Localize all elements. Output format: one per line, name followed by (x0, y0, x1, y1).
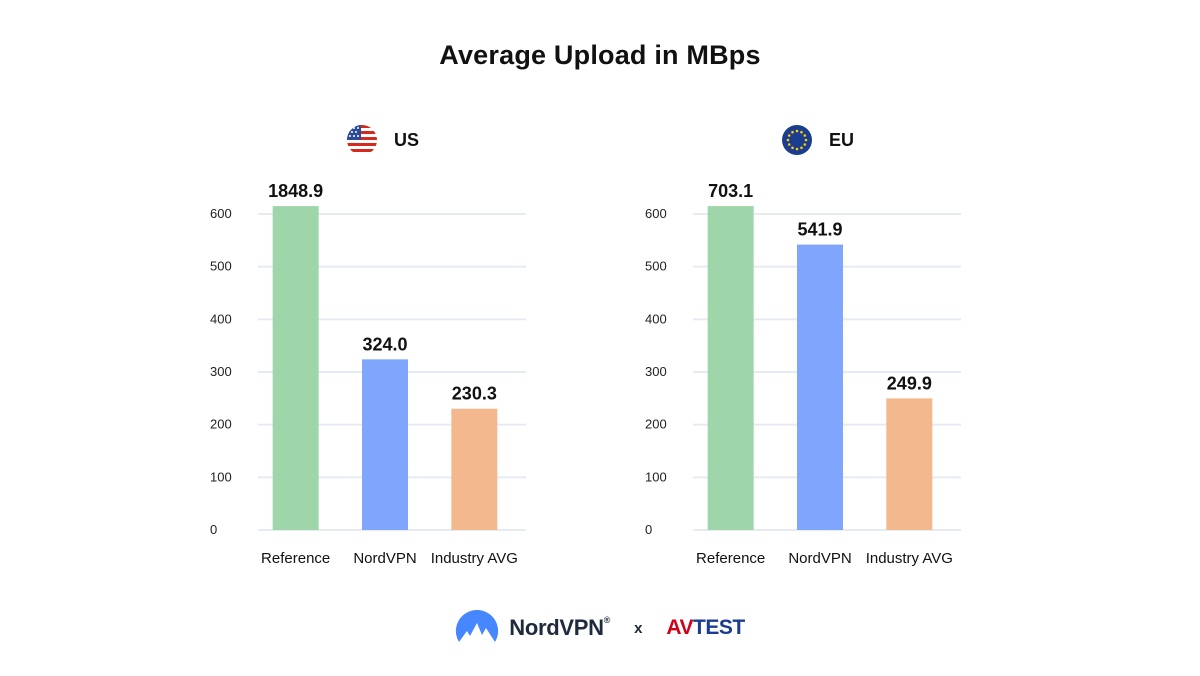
eu-value-label: 249.9 (887, 373, 932, 393)
us-y-tick-label: 0 (210, 522, 217, 537)
eu-category-label: Reference (696, 550, 765, 567)
us-y-tick-label: 200 (210, 417, 232, 432)
us-value-label: 324.0 (362, 334, 407, 354)
us-category-label: Reference (261, 550, 330, 567)
us-category-label: NordVPN (353, 550, 416, 567)
footer-logos: NordVPN® x AV TEST (0, 606, 1200, 650)
us-region-label: US (394, 129, 420, 150)
eu-y-tick-label: 400 (645, 311, 667, 326)
nordvpn-logo: NordVPN® (455, 609, 610, 647)
us-flag-icon (347, 125, 377, 155)
us-region-header: US (346, 124, 419, 156)
eu-value-label: 703.1 (708, 181, 753, 201)
logo-separator: x (634, 619, 643, 637)
us-value-label: 1848.9 (268, 181, 323, 201)
us-bar-nordvpn (362, 359, 408, 530)
us-y-tick-label: 600 (210, 206, 232, 221)
avtest-logo: AV TEST (666, 616, 745, 639)
eu-bar-nordvpn (797, 244, 843, 530)
nordvpn-wordmark: NordVPN® (509, 615, 611, 640)
eu-y-tick-label: 100 (645, 469, 667, 484)
eu-y-tick-label: 200 (645, 417, 667, 432)
us-bar-industry-avg (451, 408, 498, 530)
eu-category-label: NordVPN (788, 550, 851, 567)
us-category-label: Industry AVG (431, 550, 518, 567)
nordvpn-mountain-icon (456, 609, 499, 642)
eu-category-label: Industry AVG (866, 550, 953, 567)
eu-y-tick-label: 500 (645, 259, 667, 274)
us-y-tick-label: 500 (210, 259, 232, 274)
eu-y-tick-label: 0 (645, 522, 652, 537)
us-y-tick-label: 100 (210, 469, 232, 484)
eu-region-label: EU (829, 129, 855, 150)
eu-y-tick-label: 600 (645, 206, 667, 221)
us-value-label: 230.3 (452, 384, 497, 404)
eu-region-header: EU (781, 124, 854, 156)
eu-value-label: 541.9 (797, 220, 842, 240)
eu-y-tick-label: 300 (645, 364, 667, 379)
us-y-tick-label: 300 (210, 364, 232, 379)
eu-flag-icon (782, 125, 812, 155)
us-y-tick-label: 400 (210, 311, 232, 326)
eu-bar-chart: 0 100 200 300 400 500 600 703.1 Reference 541.9 No… (645, 181, 961, 567)
eu-bar-industry-avg (886, 398, 933, 530)
us-bar-chart: 0 100 200 300 400 500 600 1848.9 Reference 324.0 N… (210, 181, 526, 567)
chart-title: Average Upload in MBps (439, 40, 761, 70)
eu-bar-reference (707, 206, 754, 530)
us-bar-reference (272, 206, 319, 530)
